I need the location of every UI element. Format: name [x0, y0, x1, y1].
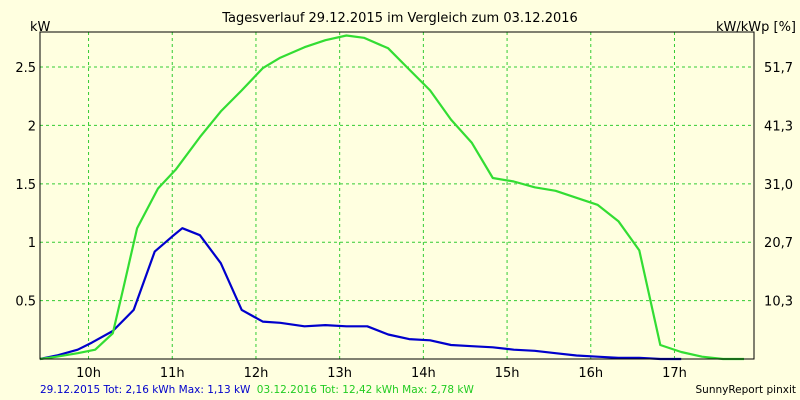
x-tick-label: 11h — [160, 366, 185, 381]
x-tick-label: 17h — [662, 366, 687, 381]
series-line-1 — [39, 227, 682, 361]
x-tick-label: 16h — [578, 366, 603, 381]
series-line-2 — [39, 34, 744, 361]
legend-series-2: 03.12.2016 Tot: 12,42 kWh Max: 2,78 kW — [257, 384, 475, 396]
watermark: SunnyReport pinxit — [696, 384, 796, 396]
y-tick-label: 1 — [28, 236, 36, 251]
y2-tick-label: 41,3 — [764, 119, 793, 134]
tick-labels: 10h 11h 12h 13h 14h 15h 16h 17h 0.5 1 1.5 2 2.5 10,3 2… — [15, 61, 793, 381]
x-tick-label: 12h — [244, 366, 269, 381]
chart-title: Tagesverlauf 29.12.2015 im Vergleich zum… — [221, 11, 578, 26]
y-axis-label-right: kW/kWp [%] — [716, 20, 796, 35]
y2-tick-label: 10,3 — [764, 295, 793, 310]
y-tick-label: 1.5 — [15, 178, 36, 193]
plot-area — [40, 32, 754, 359]
series-layer — [39, 34, 744, 361]
grid — [40, 32, 754, 359]
legend: 29.12.2015 Tot: 2,16 kWh Max: 1,13 kW 03… — [40, 384, 475, 396]
y2-tick-label: 20,7 — [764, 236, 793, 251]
x-tick-label: 10h — [76, 366, 101, 381]
y2-tick-label: 51,7 — [764, 61, 793, 76]
plot-border — [39, 31, 755, 360]
y-tick-label: 0.5 — [15, 295, 36, 310]
x-tick-label: 15h — [495, 366, 520, 381]
x-tick-label: 13h — [327, 366, 352, 381]
y-tick-label: 2.5 — [15, 61, 36, 76]
y-axis-label-left: kW — [30, 20, 51, 35]
y-tick-label: 2 — [28, 119, 36, 134]
y2-tick-label: 31,0 — [764, 178, 793, 193]
x-tick-label: 14h — [411, 366, 436, 381]
legend-series-1: 29.12.2015 Tot: 2,16 kWh Max: 1,13 kW — [40, 384, 251, 396]
